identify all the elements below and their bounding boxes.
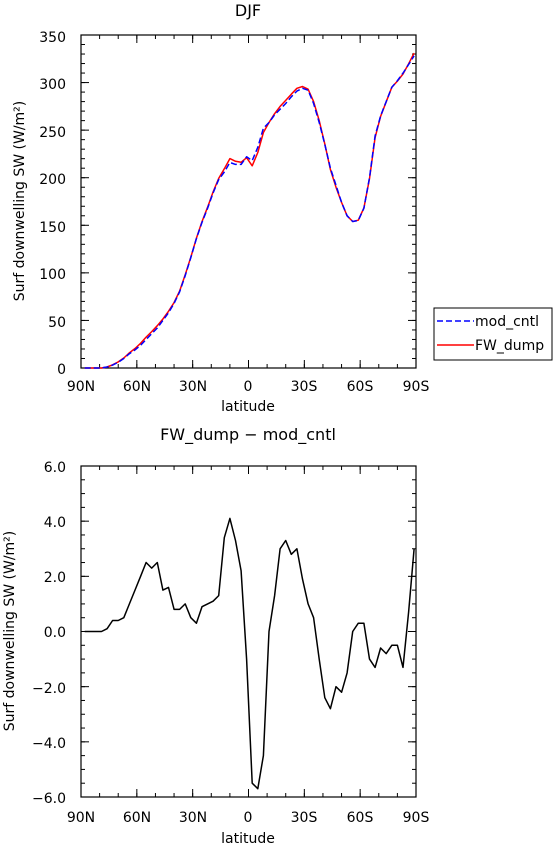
x-tick-label: 30N	[179, 810, 207, 826]
top-chart: DJF 0 50 100 150 200 250 300 350 90N 60N…	[12, 1, 429, 415]
top-grid-ticks	[80, 34, 417, 369]
y-tick-label: 300	[39, 77, 66, 93]
bottom-x-axis-label: latitude	[221, 831, 275, 847]
x-tick-label: 90N	[67, 810, 95, 826]
bottom-series-lines	[84, 517, 415, 790]
y-tick-label: 2.0	[44, 570, 66, 586]
top-chart-title: DJF	[235, 1, 261, 20]
x-tick-label: 30N	[179, 379, 207, 395]
legend-label-mod-cntl: mod_cntl	[475, 314, 539, 330]
y-tick-label: −6.0	[32, 791, 66, 807]
y-tick-label: −4.0	[32, 736, 66, 752]
bottom-y-axis-label: Surf downwelling SW (W/m²)	[2, 531, 18, 732]
series-line-difference	[84, 517, 415, 790]
bottom-chart-title: FW_dump − mod_cntl	[160, 425, 336, 445]
legend-label-fw-dump: FW_dump	[475, 338, 544, 354]
x-tick-label: 60S	[347, 379, 374, 395]
y-tick-label: 250	[39, 125, 66, 141]
x-tick-label: 90S	[403, 810, 430, 826]
bottom-x-tick-labels: 90N 60N 30N 0 30S 60S 90S	[67, 810, 430, 826]
y-tick-label: 6.0	[44, 460, 66, 476]
bottom-grid-ticks	[80, 465, 417, 798]
top-x-axis-label: latitude	[221, 399, 275, 415]
top-y-axis-label: Surf downwelling SW (W/m²)	[12, 101, 28, 302]
y-tick-label: 0	[57, 362, 66, 378]
x-tick-label: 90N	[67, 379, 95, 395]
x-tick-label: 0	[244, 810, 253, 826]
x-tick-label: 30S	[291, 379, 318, 395]
top-series-lines	[84, 52, 415, 369]
y-tick-label: 350	[39, 30, 66, 46]
y-tick-label: 150	[39, 220, 66, 236]
x-tick-label: 60N	[123, 810, 151, 826]
bottom-chart: FW_dump − mod_cntl −6.0 −4.0 −2.0 0.0 2.…	[2, 425, 429, 847]
y-tick-label: 100	[39, 267, 66, 283]
x-tick-label: 90S	[403, 379, 430, 395]
y-tick-label: −2.0	[32, 681, 66, 697]
series-line-mod-cntl	[84, 55, 415, 369]
top-y-tick-labels: 0 50 100 150 200 250 300 350	[39, 30, 66, 378]
y-tick-label: 50	[48, 315, 66, 331]
y-tick-label: 0.0	[44, 625, 66, 641]
legend: mod_cntl FW_dump	[433, 307, 553, 361]
x-tick-label: 0	[244, 379, 253, 395]
legend-box	[433, 307, 553, 361]
y-tick-label: 200	[39, 172, 66, 188]
top-x-tick-labels: 90N 60N 30N 0 30S 60S 90S	[67, 379, 430, 395]
bottom-y-tick-labels: −6.0 −4.0 −2.0 0.0 2.0 4.0 6.0	[32, 460, 66, 807]
y-tick-label: 4.0	[44, 515, 66, 531]
x-tick-label: 60S	[347, 810, 374, 826]
x-tick-label: 60N	[123, 379, 151, 395]
x-tick-label: 30S	[291, 810, 318, 826]
series-line-fw-dump	[84, 52, 415, 369]
